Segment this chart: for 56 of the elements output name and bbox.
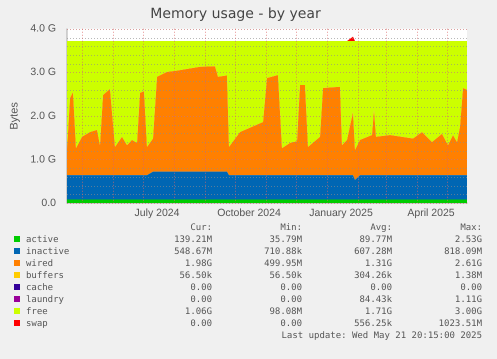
x-tick-label: January 2025 bbox=[309, 207, 373, 220]
text: 84.43k bbox=[358, 294, 392, 306]
text: Avg: bbox=[369, 222, 392, 234]
y-tick-label: 0.0 bbox=[41, 196, 56, 209]
text: 710.88k bbox=[263, 246, 302, 258]
text: 304.26k bbox=[353, 270, 392, 282]
text: 1.11G bbox=[454, 294, 482, 306]
text: 1.71G bbox=[364, 306, 392, 318]
y-tick-label: 4.0 G bbox=[30, 22, 56, 35]
legend-label: wired bbox=[25, 258, 54, 270]
text: 818.09M bbox=[443, 246, 482, 258]
text: Min: bbox=[279, 222, 302, 234]
text: 0.00 bbox=[189, 294, 212, 306]
legend-label: active bbox=[25, 234, 60, 246]
text: 0.00 bbox=[279, 318, 302, 330]
y-axis-title: Bytes bbox=[8, 102, 21, 130]
x-tick-label: October 2024 bbox=[217, 207, 281, 220]
text: 548.67M bbox=[173, 246, 212, 258]
text: 1.98G bbox=[184, 258, 212, 270]
text: Last update: Wed May 21 20:15:00 2025 bbox=[280, 330, 482, 342]
text: 56.50k bbox=[178, 270, 212, 282]
text: 1.06G bbox=[184, 306, 212, 318]
legend-label: swap bbox=[25, 318, 49, 330]
text: 0.00 bbox=[279, 294, 302, 306]
text: 607.28M bbox=[353, 246, 392, 258]
text: 89.77M bbox=[358, 234, 392, 246]
text: 2.53G bbox=[454, 234, 482, 246]
y-tick-label: 2.0 G bbox=[30, 110, 56, 122]
legend-label: buffers bbox=[25, 270, 65, 282]
y-tick-label: 3.0 G bbox=[30, 66, 56, 78]
text: 0.00 bbox=[189, 282, 212, 294]
text: 98.08M bbox=[268, 306, 302, 318]
text: 0.00 bbox=[369, 282, 392, 294]
text: 556.25k bbox=[353, 318, 392, 330]
text: Cur: bbox=[189, 222, 212, 234]
text: 1.31G bbox=[364, 258, 392, 270]
legend-label: cache bbox=[25, 282, 54, 294]
text: 56.50k bbox=[268, 270, 302, 282]
legend-label: free bbox=[25, 306, 49, 318]
y-tick-label: 1.0 G bbox=[30, 153, 56, 166]
text: 3.00G bbox=[454, 306, 482, 318]
text: 139.21M bbox=[173, 234, 212, 246]
text: 0.00 bbox=[459, 282, 482, 294]
legend-label: laundry bbox=[25, 294, 65, 306]
text: 0.00 bbox=[189, 318, 212, 330]
chart-title: Memory usage - by year bbox=[150, 6, 321, 22]
legend-label: inactive bbox=[25, 246, 70, 258]
x-tick-label: April 2025 bbox=[407, 207, 455, 220]
x-tick-label: July 2024 bbox=[134, 207, 180, 220]
text: 499.95M bbox=[263, 258, 302, 270]
text: 2.61G bbox=[454, 258, 482, 270]
text: Max: bbox=[459, 222, 482, 234]
text: 1023.51M bbox=[438, 318, 482, 330]
text: 1.38M bbox=[454, 270, 482, 282]
text: 0.00 bbox=[279, 282, 302, 294]
text: 35.79M bbox=[268, 234, 302, 246]
